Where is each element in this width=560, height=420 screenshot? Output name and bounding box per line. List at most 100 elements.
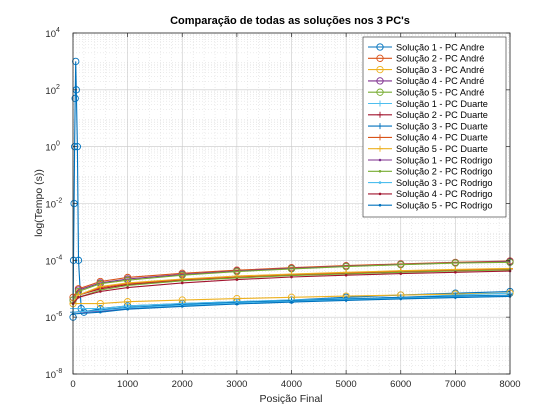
data-point — [376, 88, 384, 96]
data-point — [376, 65, 384, 74]
legend-entry: Solução 4 - PC Duarte — [368, 133, 488, 143]
legend-entry: Solução 2 - PC Rodrigo — [368, 167, 493, 177]
legend-label: Solução 4 - PC Duarte — [396, 133, 488, 143]
data-point — [377, 145, 383, 152]
y-tick-exponent: 4 — [56, 27, 60, 34]
x-tick-label: 2000 — [172, 379, 193, 390]
y-tick-label: 10 2 — [45, 84, 60, 97]
series-15 — [71, 295, 512, 316]
x-tick-label: 8000 — [499, 379, 520, 390]
x-tick-label: 7000 — [445, 379, 466, 390]
data-point — [70, 199, 78, 208]
legend-label: Solução 3 - PC Rodrigo — [396, 178, 493, 188]
legend-entry: Solução 1 - PC Andre — [368, 42, 484, 52]
data-point — [180, 305, 184, 308]
series-5 — [69, 258, 514, 304]
legend[interactable]: Solução 1 - PC Andre Solução 2 - PC André… — [362, 36, 507, 218]
data-point — [180, 279, 184, 283]
data-point — [377, 100, 383, 107]
y-tick-exponent: 0 — [56, 141, 60, 148]
legend-label: Solução 3 - PC André — [396, 65, 484, 75]
series-line — [73, 295, 511, 315]
legend-label: Solução 4 - PC André — [396, 76, 484, 86]
tick-marks — [72, 32, 511, 375]
legend-label: Solução 3 - PC Duarte — [396, 121, 488, 131]
x-tick-labels: 0 1000 2000 3000 4000 5000 6000 7000 8000 — [70, 379, 520, 390]
y-tick-base: 10 — [45, 313, 56, 324]
x-axis-label: Posição Final — [259, 393, 322, 405]
data-point — [77, 296, 80, 299]
legend-entry: Solução 5 - PC Rodrigo — [368, 201, 493, 211]
data-point — [377, 134, 383, 141]
y-tick-base: 10 — [45, 143, 56, 154]
minor-grid — [73, 33, 510, 374]
y-tick-exponent: 2 — [56, 84, 60, 91]
y-tick-exponent: -4 — [56, 254, 62, 261]
y-tick-exponent: -2 — [56, 198, 62, 205]
legend-entry: Solução 2 - PC Duarte — [368, 110, 488, 120]
legend-entry: Solução 3 - PC Rodrigo — [368, 178, 493, 188]
data-point — [71, 94, 79, 103]
y-tick-base: 10 — [45, 200, 56, 211]
data-point — [344, 299, 348, 302]
data-point — [399, 272, 403, 275]
data-point — [378, 192, 382, 196]
legend-label: Solução 2 - PC Rodrigo — [396, 167, 493, 177]
legend-label: Solução 1 - PC Andre — [396, 42, 484, 52]
data-point — [70, 143, 79, 151]
y-tick-label: 10 4 — [45, 27, 60, 40]
legend-entry: Solução 2 - PC André — [368, 54, 484, 64]
data-point — [454, 296, 457, 299]
y-tick-base: 10 — [45, 256, 56, 267]
y-tick-base: 10 — [45, 86, 56, 97]
series-14 — [71, 269, 512, 305]
y-axis-label: log(Tempo (s)) — [33, 169, 45, 237]
x-tick-label: 1000 — [117, 379, 138, 390]
legend-entry: Solução 5 - PC Duarte — [368, 144, 488, 154]
y-tick-exponent: -8 — [56, 368, 62, 375]
y-tick-base: 10 — [45, 370, 56, 381]
data-point — [451, 259, 460, 267]
data-point — [377, 111, 383, 118]
legend-label: Solução 1 - PC Rodrigo — [396, 155, 493, 165]
data-point — [290, 275, 293, 279]
data-point — [454, 270, 457, 274]
legend-label: Solução 2 - PC André — [396, 54, 484, 64]
data-point — [97, 283, 104, 290]
y-tick-label: 10 -8 — [45, 368, 62, 381]
legend-entry: Solução 1 - PC Duarte — [368, 99, 488, 109]
legend-entry: Solução 3 - PC Duarte — [368, 121, 488, 131]
legend-label: Solução 4 - PC Rodrigo — [396, 189, 493, 199]
y-tick-base: 10 — [45, 29, 56, 40]
legend-box — [362, 36, 507, 218]
data-point — [376, 43, 384, 51]
data-point — [377, 123, 383, 130]
legend-entry: Solução 4 - PC Rodrigo — [368, 189, 493, 199]
data-point — [235, 302, 239, 306]
series-line — [73, 294, 511, 313]
series-line — [72, 61, 511, 318]
x-tick-label: 6000 — [390, 379, 411, 390]
data-point — [290, 300, 293, 304]
data-point — [99, 310, 102, 314]
data-point — [399, 297, 403, 301]
legend-label: Solução 2 - PC Duarte — [396, 110, 488, 120]
data-point — [180, 281, 184, 285]
data-point — [378, 181, 382, 184]
data-point — [99, 290, 102, 293]
legend-entries: Solução 1 - PC Andre Solução 2 - PC André… — [368, 42, 493, 211]
legend-label: Solução 5 - PC Rodrigo — [396, 201, 493, 211]
legend-entry: Solução 5 - PC André — [368, 88, 484, 98]
x-tick-label: 5000 — [336, 379, 357, 390]
series-line — [72, 261, 511, 301]
legend-entry: Solução 3 - PC André — [368, 65, 484, 75]
y-tick-label: 10 0 — [45, 141, 60, 154]
data-point — [126, 286, 129, 289]
data-point — [376, 54, 384, 62]
x-tick-label: 3000 — [226, 379, 247, 390]
legend-label: Solução 5 - PC Duarte — [396, 144, 488, 154]
data-point — [378, 203, 382, 207]
y-tick-label: 10 -4 — [45, 254, 62, 267]
